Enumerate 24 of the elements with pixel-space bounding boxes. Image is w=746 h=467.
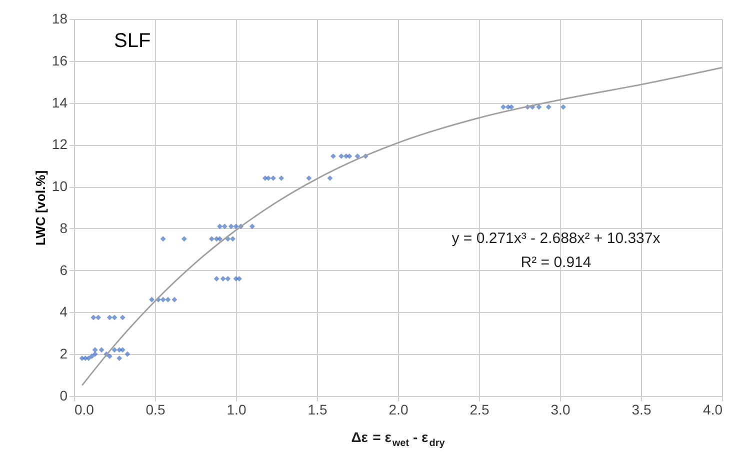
y-tick-label: 12 (52, 136, 68, 152)
x-tick-label: 3.0 (550, 402, 570, 418)
y-tick-label: 14 (52, 94, 68, 110)
annotation: y = 0.271x³ - 2.688x² + 10.337x (452, 230, 661, 247)
x-tick-label: 2.5 (470, 402, 490, 418)
annotation: R² = 0.914 (520, 254, 592, 271)
y-tick-label: 10 (52, 178, 68, 194)
x-tick-label: 0.0 (74, 402, 94, 418)
x-tick-label: 0.5 (146, 402, 166, 418)
x-tick-label: 3.5 (632, 402, 652, 418)
x-tick-label: 1.0 (226, 402, 246, 418)
y-tick-label: 18 (52, 10, 68, 26)
y-tick-label: 16 (52, 52, 68, 68)
y-tick-label: 8 (60, 220, 68, 236)
line-series (81, 66, 723, 386)
x-tick-label: 1.5 (308, 402, 328, 418)
y-tick-label: 4 (60, 304, 68, 320)
y-tick-label: 6 (60, 262, 68, 278)
x-tick-label: 4.0 (703, 402, 723, 418)
y-tick-label: 2 (60, 346, 68, 362)
y-axis-title: LWC [vol.%] (32, 170, 48, 246)
x-tick-label: 2.0 (388, 402, 408, 418)
annotation: SLF (114, 30, 151, 52)
y-tick-label: 0 (60, 388, 68, 404)
